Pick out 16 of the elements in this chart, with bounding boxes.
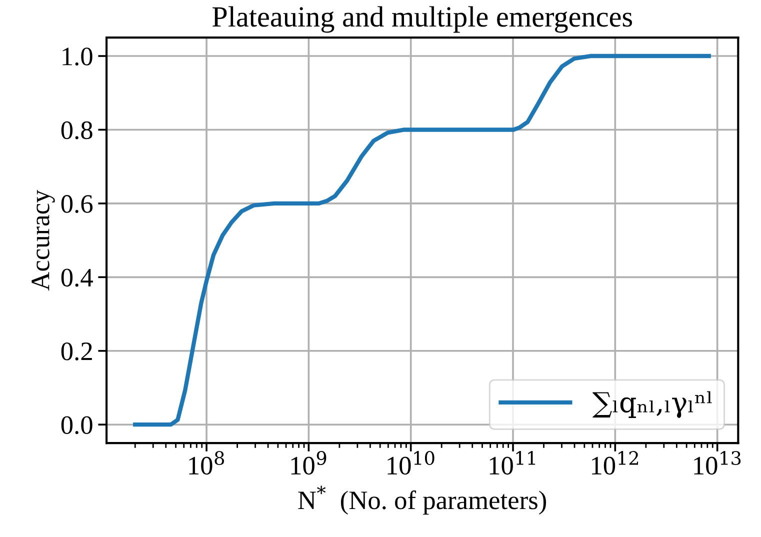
y-tick-label: 0.8 [61,121,92,140]
x-tick-label: 10$^{9}$ [291,451,326,475]
y-tick-label: 0.6 [61,195,93,213]
y-tick-label: 0.4 [61,268,93,287]
x-tick-label: 10$^{11}$ [490,451,536,475]
y-tick-label: 1.0 [62,48,92,66]
x-axis-title: N$^{*}$ (No. of parameters) [298,486,546,515]
x-tick-label: 10$^{13}$ [694,451,741,475]
y-axis-title: Accuracy [32,190,55,291]
y-tick-label: 0.2 [61,342,92,360]
x-tick-label: 10$^{10}$ [388,451,434,475]
y-tick-label: 0.0 [61,416,92,434]
legend-label: ∑ₗqₙₗ,ₗγₗⁿˡ [592,391,712,418]
chart-title: Plateauing and multiple emergences [212,6,632,33]
x-tick-label: 10$^{12}$ [592,451,638,475]
x-tick-label: 10$^{8}$ [189,451,224,475]
